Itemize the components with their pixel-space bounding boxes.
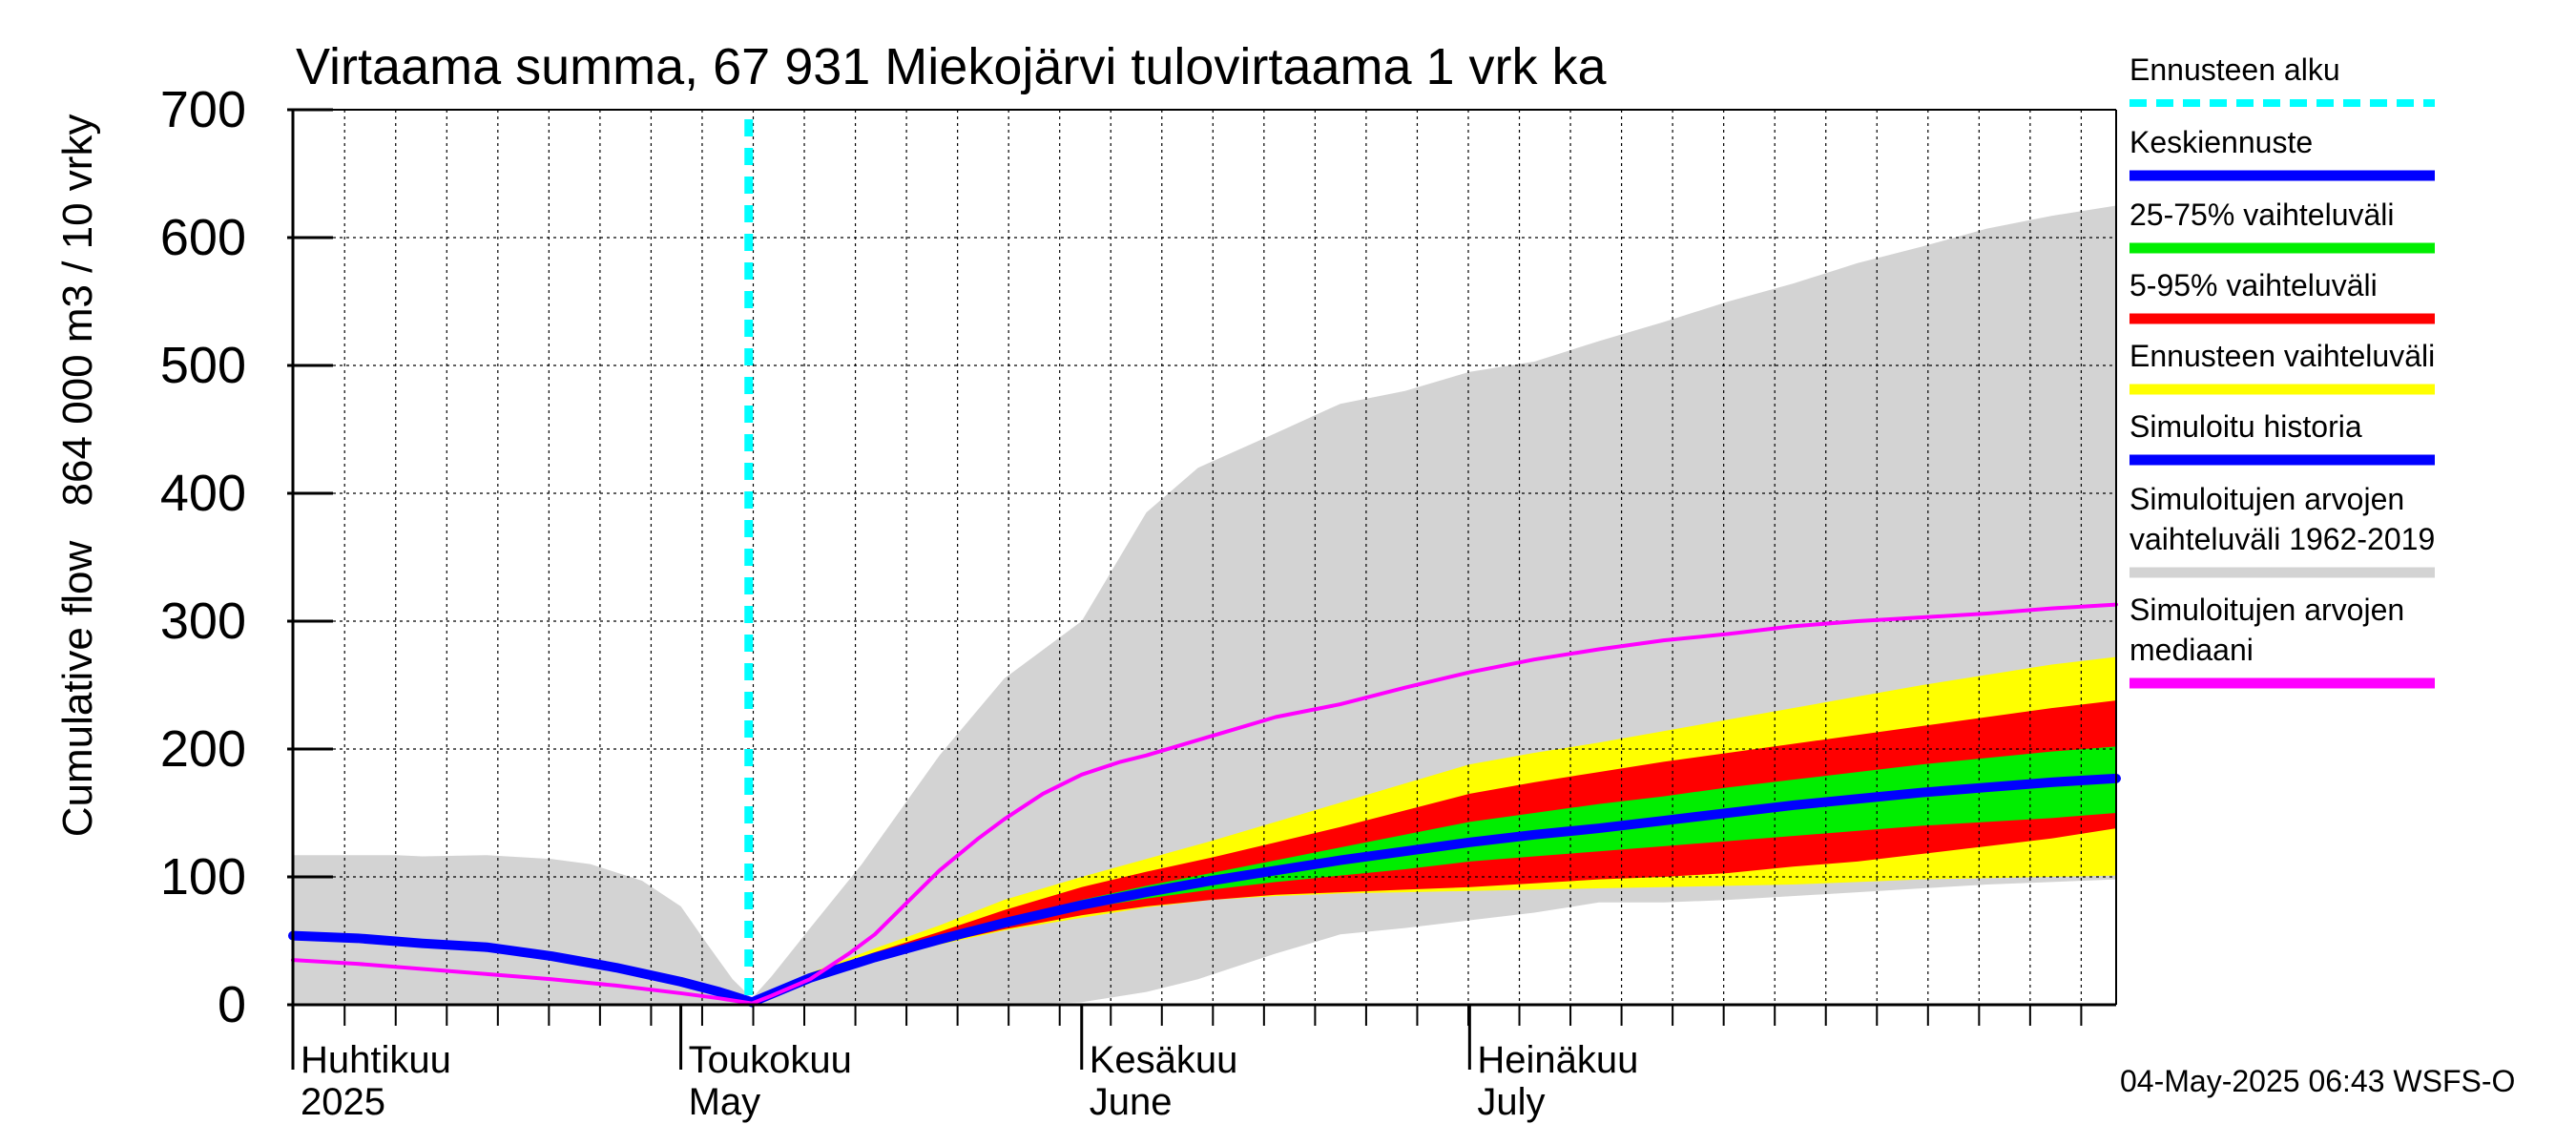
line-simuloitu-historia <box>288 930 758 1008</box>
legend-label: Simuloitujen arvojen <box>2129 593 2404 627</box>
line-keskiennuste <box>747 773 2121 1008</box>
y-tick-label: 500 <box>160 337 246 394</box>
y-tick-label: 0 <box>218 976 246 1033</box>
month-label: Heinäkuu <box>1477 1039 1638 1081</box>
y-axis-label-line-2: 864 000 m3 / 10 vrky <box>54 114 101 507</box>
y-tick-labels: 0 100 200 300 400 500 600 700 <box>160 81 246 1033</box>
month-label: Kesäkuu <box>1090 1039 1238 1081</box>
y-tick-label: 600 <box>160 209 246 266</box>
y-tick-label: 700 <box>160 81 246 138</box>
month-label: Toukokuu <box>689 1039 852 1081</box>
legend-label: 5-95% vaihteluväli <box>2129 268 2378 302</box>
legend-label: Simuloitujen arvojen <box>2129 482 2404 516</box>
legend-label: vaihteluväli 1962-2019 <box>2129 522 2435 556</box>
axes <box>287 108 2117 1070</box>
footer-timestamp: 04-May-2025 06:43 WSFS-O <box>2120 1064 2515 1098</box>
month-sublabel: June <box>1090 1081 1173 1123</box>
grid-lines <box>293 109 2116 1006</box>
y-tick-label: 200 <box>160 720 246 778</box>
legend-label: Simuloitu historia <box>2129 409 2362 444</box>
legend-label: Keskiennuste <box>2129 125 2313 159</box>
month-sublabel: 2025 <box>301 1081 385 1123</box>
legend-label: mediaani <box>2129 633 2254 667</box>
y-axis-label-line-1: Cumulative flow <box>54 541 101 838</box>
month-sublabel: July <box>1477 1081 1545 1123</box>
legend-label: Ennusteen vaihteluväli <box>2129 339 2435 373</box>
chart-title: Virtaama summa, 67 931 Miekojärvi tulovi… <box>296 38 1608 95</box>
y-tick-label: 400 <box>160 465 246 522</box>
y-tick-label: 300 <box>160 593 246 650</box>
legend-label: 25-75% vaihteluväli <box>2129 198 2395 232</box>
legend: Ennusteen alku Keskiennuste 25-75% vaihtel… <box>2129 52 2435 689</box>
y-tick-label: 100 <box>160 848 246 906</box>
line-simuloitujen-arvojen-mediaani <box>291 602 2118 1006</box>
y-axis-label: Cumulative flow 864 000 m3 / 10 vrky <box>54 114 101 838</box>
data-lines <box>288 119 2121 1008</box>
month-label: Huhtikuu <box>301 1039 451 1081</box>
legend-label: Ennusteen alku <box>2129 52 2340 87</box>
month-sublabel: May <box>689 1081 761 1123</box>
